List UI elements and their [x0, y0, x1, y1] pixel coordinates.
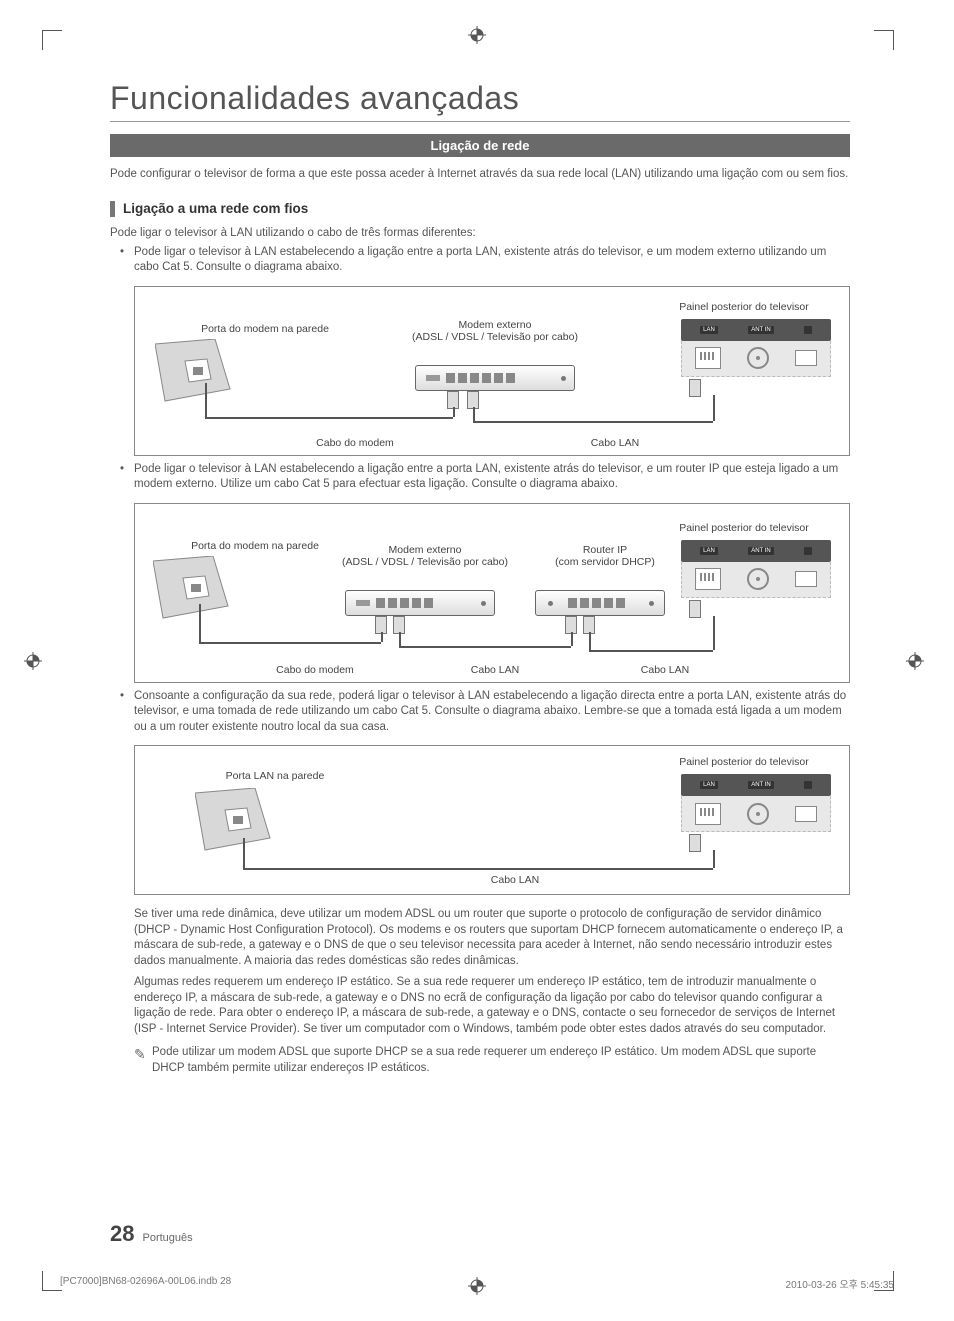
page-number: 28 — [110, 1221, 134, 1247]
cable — [243, 838, 245, 868]
cable-plug — [689, 379, 701, 397]
cable-label: Cabo do modem — [295, 437, 415, 449]
cable — [713, 616, 715, 650]
cable — [243, 868, 713, 870]
cable-plug — [689, 600, 701, 618]
cable-label: Cabo do modem — [255, 664, 375, 676]
tv-panel-icon: LANANT IN — [681, 774, 831, 832]
note: ✎ Pode utilizar um modem ADSL que suport… — [134, 1045, 850, 1076]
section-banner: Ligação de rede — [110, 134, 850, 157]
subheading-bar — [110, 201, 115, 217]
print-footer: [PC7000]BN68-02696A-00L06.indb 28 2010-0… — [60, 1276, 894, 1291]
print-file: [PC7000]BN68-02696A-00L06.indb 28 — [60, 1276, 231, 1291]
page-title: Funcionalidades avançadas — [110, 80, 850, 117]
wall-label: Porta do modem na parede — [175, 540, 335, 552]
wall-label: Porta LAN na parede — [195, 770, 355, 782]
crop-mark — [874, 30, 894, 50]
crop-mark — [42, 30, 62, 50]
tv-panel-icon: LANANT IN — [681, 540, 831, 598]
cable — [713, 395, 715, 421]
cable — [399, 632, 401, 646]
note-icon: ✎ — [134, 1045, 152, 1076]
wall-plate-icon — [155, 339, 235, 409]
cable — [473, 421, 713, 423]
cable-label: Cabo LAN — [565, 437, 665, 449]
paragraph: Algumas redes requerem um endereço IP es… — [134, 975, 850, 1037]
cable — [399, 646, 571, 648]
router-label: Router IP (com servidor DHCP) — [535, 544, 675, 568]
registration-mark — [468, 26, 486, 44]
modem-icon — [415, 365, 575, 391]
cable — [205, 383, 207, 417]
cable — [199, 642, 381, 644]
tv-panel-icon: LANANT IN — [681, 319, 831, 377]
cable — [205, 417, 453, 419]
cable — [453, 407, 455, 417]
cable — [199, 604, 201, 642]
diagram-3: Porta LAN na parede Painel posterior do … — [134, 745, 850, 895]
bullet-item: Pode ligar o televisor à LAN estabelecen… — [110, 245, 850, 276]
tv-panel-label: Painel posterior do televisor — [659, 756, 829, 768]
paragraph: Se tiver uma rede dinâmica, deve utiliza… — [134, 907, 850, 969]
cable — [589, 650, 713, 652]
cable — [589, 632, 591, 650]
cable — [571, 632, 573, 646]
tv-panel-label: Painel posterior do televisor — [659, 522, 829, 534]
wall-label: Porta do modem na parede — [185, 323, 345, 335]
subheading-text: Ligação a uma rede com fios — [123, 201, 308, 216]
title-rule — [110, 121, 850, 122]
page-language: Português — [142, 1232, 192, 1244]
cable-plug — [689, 834, 701, 852]
cable-label: Cabo LAN — [465, 874, 565, 886]
crop-mark — [42, 1271, 62, 1291]
cable — [381, 632, 383, 642]
registration-mark — [24, 652, 42, 670]
tv-panel-label: Painel posterior do televisor — [659, 301, 829, 313]
cable — [473, 407, 475, 421]
note-text: Pode utilizar um modem ADSL que suporte … — [152, 1045, 850, 1076]
diagram-1: Porta do modem na parede Modem externo (… — [134, 286, 850, 456]
diagram-2: Porta do modem na parede Modem externo (… — [134, 503, 850, 683]
print-timestamp: 2010-03-26 오후 5:45:35 — [786, 1276, 894, 1291]
intro-text: Pode configurar o televisor de forma a q… — [110, 167, 850, 183]
bullet-item: Consoante a configuração da sua rede, po… — [110, 689, 850, 736]
modem-icon — [345, 590, 495, 616]
modem-label: Modem externo (ADSL / VDSL / Televisão p… — [335, 544, 515, 568]
cable-label: Cabo LAN — [445, 664, 545, 676]
wall-plate-icon — [195, 788, 275, 858]
subheading: Ligação a uma rede com fios — [110, 201, 850, 217]
registration-mark — [906, 652, 924, 670]
lead-text: Pode ligar o televisor à LAN utilizando … — [110, 227, 850, 239]
wall-plate-icon — [153, 556, 233, 626]
modem-label: Modem externo (ADSL / VDSL / Televisão p… — [405, 319, 585, 343]
cable-label: Cabo LAN — [615, 664, 715, 676]
page-footer: 28 Português — [110, 1221, 193, 1247]
bullet-item: Pode ligar o televisor à LAN estabelecen… — [110, 462, 850, 493]
router-icon — [535, 590, 665, 616]
cable — [713, 850, 715, 868]
